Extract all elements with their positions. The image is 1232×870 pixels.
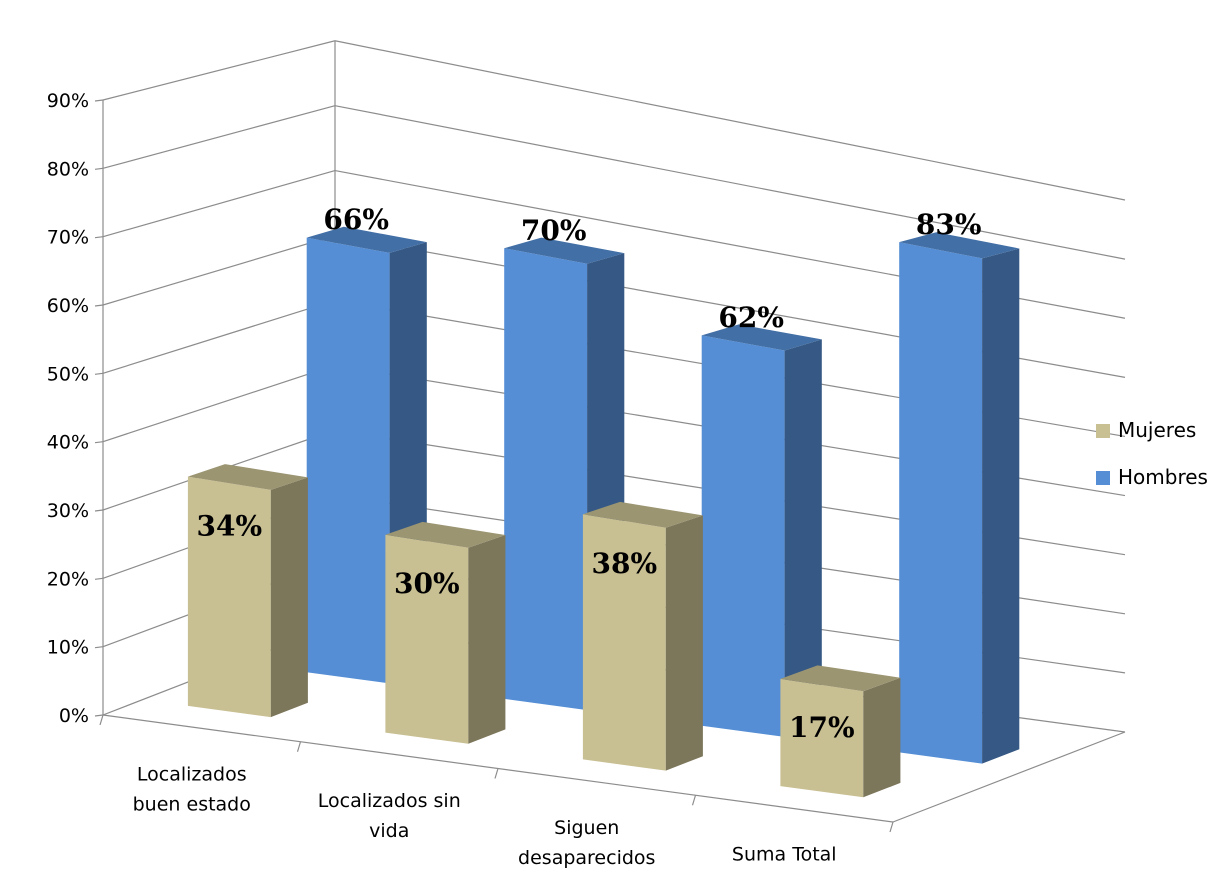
y-tick xyxy=(94,509,104,512)
bar-front-face xyxy=(899,242,983,764)
y-tick-labels: 0% 10% 20% 30% 40% 50% 60% 70% 80% 90% xyxy=(47,90,89,727)
data-label-mujeres: 30% xyxy=(394,567,460,600)
category-label: Localizados sin vida xyxy=(318,790,461,842)
bar-top-face xyxy=(306,226,427,253)
bar-top-face xyxy=(504,237,625,264)
bar-top-face xyxy=(899,232,1020,259)
y-tick-label: 70% xyxy=(47,227,89,249)
bar-mujeres-2 xyxy=(385,521,506,744)
y-tick-label: 20% xyxy=(47,568,89,590)
y-tick-label: 60% xyxy=(47,295,89,317)
category-label: Localizados buen estado xyxy=(133,763,251,815)
y-tick-label: 50% xyxy=(47,363,89,385)
gridline-back xyxy=(334,105,1126,260)
bar-side-face xyxy=(784,339,822,737)
gridline-side xyxy=(102,234,336,306)
floor-edge xyxy=(892,731,1126,823)
category-label: Siguen desaparecidos xyxy=(518,817,655,869)
bar-side-face xyxy=(468,535,506,744)
y-tick xyxy=(94,99,104,102)
category-label-line: desaparecidos xyxy=(518,847,655,869)
y-tick xyxy=(94,577,104,580)
y-tick-label: 80% xyxy=(47,158,89,180)
y-tick xyxy=(94,236,104,239)
x-tick xyxy=(494,768,499,779)
y-tick xyxy=(94,167,104,170)
bar-top-face xyxy=(701,324,822,351)
bar-mujeres-3 xyxy=(582,501,703,771)
y-tick xyxy=(94,441,104,444)
y-tick xyxy=(94,372,104,375)
bar-top-face xyxy=(780,665,901,692)
y-tick-label: 90% xyxy=(47,90,89,112)
data-label-hombres: 66% xyxy=(323,203,389,236)
gridline-side xyxy=(102,170,336,238)
gridline-side xyxy=(102,105,336,169)
bar-top-face xyxy=(385,521,506,548)
bar-hombres-3 xyxy=(701,324,822,737)
y-tick-label: 40% xyxy=(47,432,89,454)
bar-front-face xyxy=(187,476,271,718)
x-tick xyxy=(691,795,697,806)
bar-hombres-4 xyxy=(899,232,1020,764)
gridline-side xyxy=(102,299,336,374)
bar-front-face xyxy=(780,678,864,798)
y-tick xyxy=(94,304,104,307)
x-tick xyxy=(296,741,302,752)
category-label: Suma Total xyxy=(732,844,837,866)
data-label-mujeres: 17% xyxy=(789,711,855,744)
bar-mujeres-1 xyxy=(187,464,308,718)
bar-front-face xyxy=(504,248,588,711)
bar-front-face xyxy=(306,237,390,684)
y-tick-label: 0% xyxy=(59,705,89,727)
data-label-mujeres: 38% xyxy=(592,547,658,580)
x-tick xyxy=(99,714,104,726)
category-label-line: Siguen xyxy=(554,817,619,839)
category-label-line: Localizados sin xyxy=(318,790,461,812)
bar-front-face xyxy=(582,514,666,771)
legend-label: Mujeres xyxy=(1118,418,1196,442)
x-tick-labels: Localizados buen estado Localizados sin vid… xyxy=(133,763,837,869)
bar-front-face xyxy=(701,335,785,737)
bar-side-face xyxy=(665,515,703,771)
legend-swatch xyxy=(1096,424,1110,438)
category-label-line: buen estado xyxy=(133,793,251,815)
legend-swatch xyxy=(1096,471,1110,485)
bar-front-face xyxy=(385,534,469,744)
bar-side-face xyxy=(863,677,901,798)
data-label-mujeres: 34% xyxy=(197,509,263,542)
legend: Mujeres Hombres xyxy=(1096,418,1208,489)
gridline-back xyxy=(334,40,1126,201)
gridline-side xyxy=(102,40,336,101)
bar-side-face xyxy=(270,477,308,718)
legend-item-mujeres: Mujeres xyxy=(1096,418,1196,442)
bar-side-face xyxy=(982,248,1020,764)
data-label-hombres: 83% xyxy=(916,208,982,241)
category-label-line: vida xyxy=(369,820,409,842)
category-label-line: Localizados xyxy=(137,763,247,785)
data-label-hombres: 62% xyxy=(718,301,784,334)
data-label-hombres: 70% xyxy=(521,214,587,247)
bar-mujeres-4 xyxy=(780,665,901,798)
bar-top-face xyxy=(187,464,308,490)
y-tick-label: 10% xyxy=(47,637,89,659)
bars xyxy=(187,226,1020,798)
y-tick xyxy=(94,714,104,717)
x-tick xyxy=(889,821,894,833)
category-label-line: Suma Total xyxy=(732,844,837,866)
y-tick-label: 30% xyxy=(47,500,89,522)
data-labels: 66% 70% 62% 83% 34% 30% 38% 17% xyxy=(197,203,982,744)
gridline-side xyxy=(102,364,336,443)
y-tick xyxy=(94,646,104,649)
bar-top-face xyxy=(582,501,703,528)
legend-label: Hombres xyxy=(1118,465,1208,489)
legend-item-hombres: Hombres xyxy=(1096,465,1208,489)
